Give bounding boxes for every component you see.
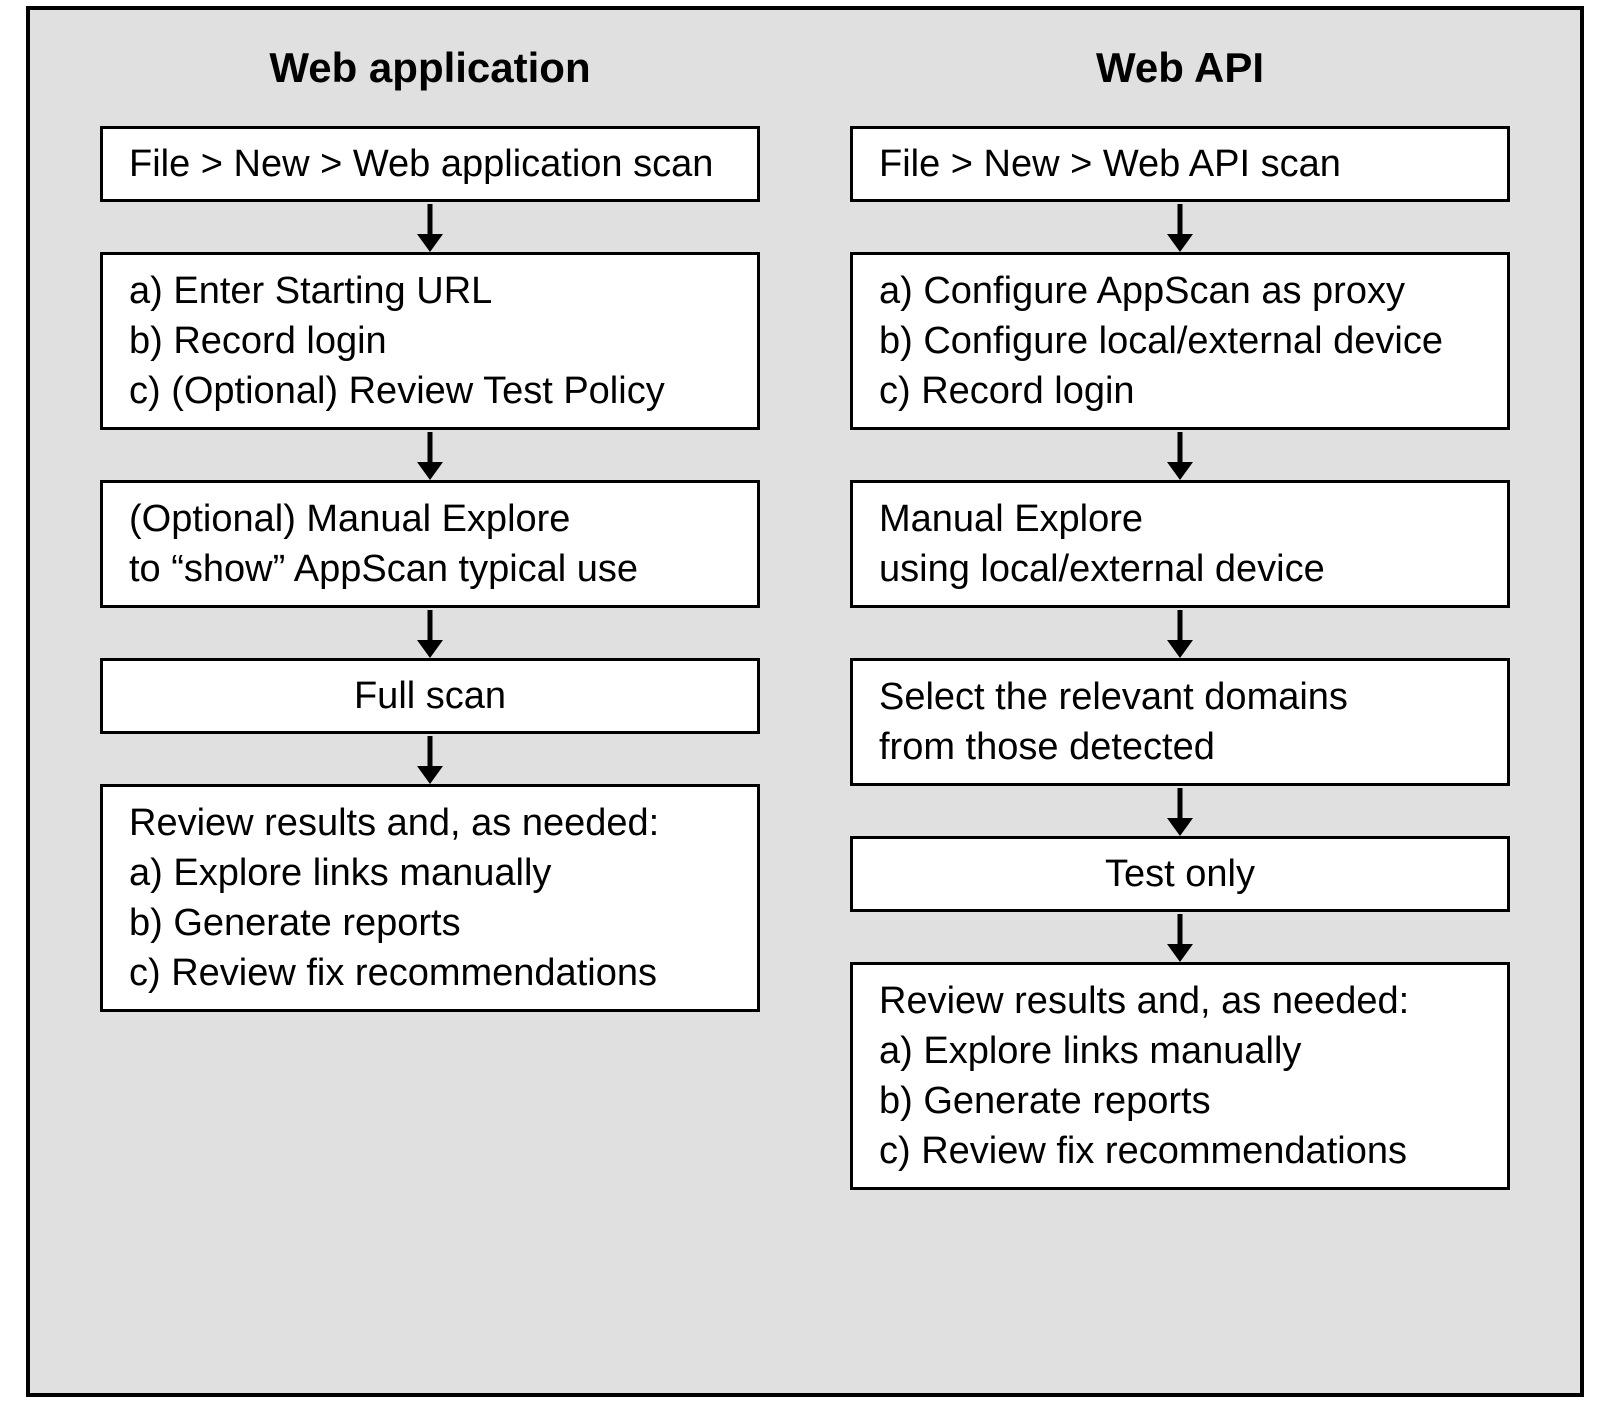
flow-node-text: to “show” AppScan typical use (129, 544, 731, 594)
column-title-webapi: Web API (1096, 44, 1264, 92)
arrow-down-icon (417, 734, 443, 784)
flow-node-wa4: Full scan (100, 658, 760, 734)
arrow-down-icon (1167, 912, 1193, 962)
flow-node-text: c) Review fix recommendations (879, 1126, 1481, 1176)
flow-node-text: a) Explore links manually (879, 1026, 1481, 1076)
flow-node-text: Review results and, as needed: (129, 798, 731, 848)
flow-node-text: c) Record login (879, 366, 1481, 416)
flow-node-text: c) (Optional) Review Test Policy (129, 366, 731, 416)
arrow-down-icon (1167, 608, 1193, 658)
arrow-down-icon (417, 430, 443, 480)
arrow-down-icon (1167, 786, 1193, 836)
flow-node-text: File > New > Web API scan (879, 139, 1481, 189)
flow-node-text: File > New > Web application scan (129, 139, 731, 189)
flow-node-wa3: (Optional) Manual Exploreto “show” AppSc… (100, 480, 760, 608)
column-webapi: Web API File > New > Web API scan a) Conf… (850, 44, 1510, 1190)
arrow-down-icon (1167, 202, 1193, 252)
flowchart-canvas: Web application File > New > Web applicat… (0, 0, 1611, 1403)
flow-node-text: a) Explore links manually (129, 848, 731, 898)
flow-node-api1: File > New > Web API scan (850, 126, 1510, 202)
arrow-down-icon (1167, 430, 1193, 480)
flow-node-text: b) Configure local/external device (879, 316, 1481, 366)
flow-node-api5: Test only (850, 836, 1510, 912)
column-title-webapp: Web application (269, 44, 590, 92)
flow-node-wa2: a) Enter Starting URLb) Record loginc) (… (100, 252, 760, 430)
flow-node-text: Manual Explore (879, 494, 1481, 544)
arrow-down-icon (417, 202, 443, 252)
flow-node-wa1: File > New > Web application scan (100, 126, 760, 202)
flow-node-text: a) Enter Starting URL (129, 266, 731, 316)
flow-node-wa5: Review results and, as needed:a) Explore… (100, 784, 760, 1012)
flow-node-api3: Manual Exploreusing local/external devic… (850, 480, 1510, 608)
flow-node-text: b) Generate reports (879, 1076, 1481, 1126)
flow-node-text: b) Generate reports (129, 898, 731, 948)
flow-node-api4: Select the relevant domainsfrom those de… (850, 658, 1510, 786)
flow-node-text: b) Record login (129, 316, 731, 366)
flow-node-text: (Optional) Manual Explore (129, 494, 731, 544)
flow-node-text: Select the relevant domains (879, 672, 1481, 722)
arrow-down-icon (417, 608, 443, 658)
flow-node-text: Full scan (129, 671, 731, 721)
flow-node-api2: a) Configure AppScan as proxyb) Configur… (850, 252, 1510, 430)
flow-node-text: a) Configure AppScan as proxy (879, 266, 1481, 316)
flow-node-api6: Review results and, as needed:a) Explore… (850, 962, 1510, 1190)
flow-node-text: c) Review fix recommendations (129, 948, 731, 998)
flow-node-text: Test only (879, 849, 1481, 899)
column-webapp: Web application File > New > Web applicat… (100, 44, 760, 1012)
flow-node-text: Review results and, as needed: (879, 976, 1481, 1026)
flow-node-text: from those detected (879, 722, 1481, 772)
flow-node-text: using local/external device (879, 544, 1481, 594)
